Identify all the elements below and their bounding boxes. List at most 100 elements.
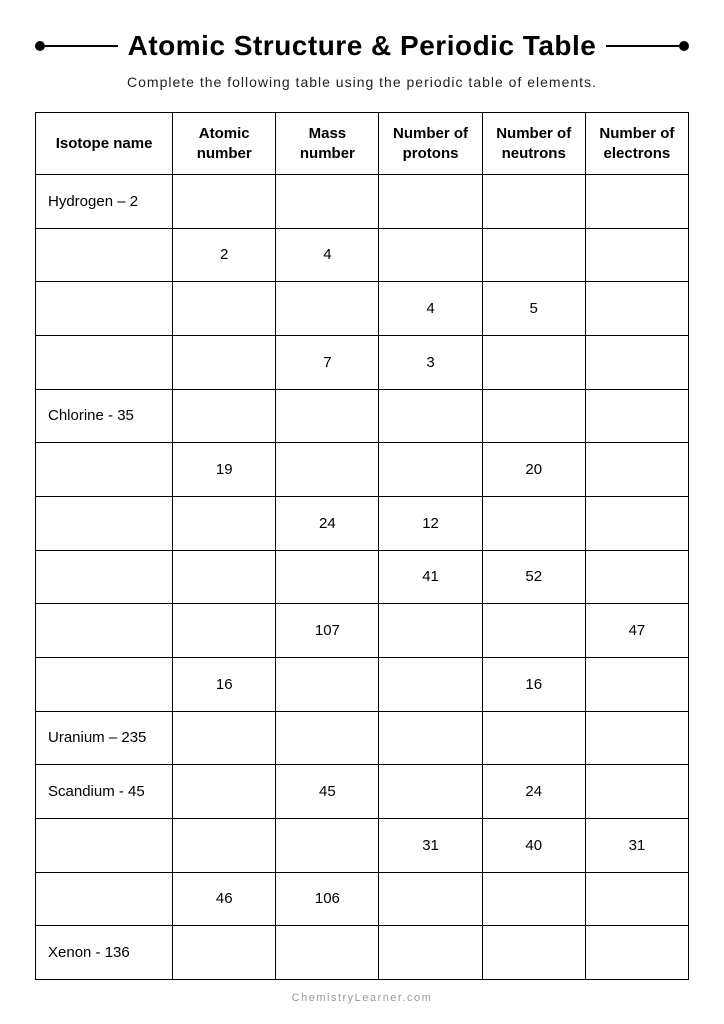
table-cell: 20 [482, 443, 585, 497]
table-cell [379, 389, 482, 443]
table-cell: 4 [276, 228, 379, 282]
table-cell [585, 282, 688, 336]
table-cell [36, 335, 173, 389]
table-cell [36, 443, 173, 497]
table-cell [585, 335, 688, 389]
col-header-neutrons: Number of neutrons [482, 113, 585, 175]
table-cell [276, 926, 379, 980]
table-cell [36, 282, 173, 336]
table-cell [276, 389, 379, 443]
table-cell [276, 711, 379, 765]
table-cell: 16 [482, 657, 585, 711]
table-cell: 52 [482, 550, 585, 604]
table-row: 1616 [36, 657, 689, 711]
table-cell [173, 711, 276, 765]
table-row: 107 47 [36, 604, 689, 658]
table-cell [173, 282, 276, 336]
table-cell: 19 [173, 443, 276, 497]
table-cell [36, 496, 173, 550]
table-cell [585, 496, 688, 550]
table-cell: 3 [379, 335, 482, 389]
table-cell [379, 604, 482, 658]
table-cell [585, 550, 688, 604]
table-cell: 106 [276, 872, 379, 926]
table-cell [482, 496, 585, 550]
table-cell [379, 175, 482, 229]
table-row: Scandium - 454524 [36, 765, 689, 819]
table-cell [585, 175, 688, 229]
table-row: 2412 [36, 496, 689, 550]
col-header-mass-number: Mass number [276, 113, 379, 175]
table-cell [173, 496, 276, 550]
table-cell [585, 443, 688, 497]
footer-credit: ChemistryLearner.com [35, 992, 689, 1004]
table-row: Hydrogen – 2 [36, 175, 689, 229]
col-header-atomic-number: Atomic number [173, 113, 276, 175]
table-cell: 31 [585, 818, 688, 872]
table-row: Chlorine - 35 [36, 389, 689, 443]
table-cell: 2 [173, 228, 276, 282]
table-cell: 16 [173, 657, 276, 711]
table-cell: 12 [379, 496, 482, 550]
table-cell: 41 [379, 550, 482, 604]
table-cell [36, 818, 173, 872]
table-cell [379, 872, 482, 926]
table-cell [173, 175, 276, 229]
table-cell: Uranium – 235 [36, 711, 173, 765]
table-cell: Scandium - 45 [36, 765, 173, 819]
table-cell [173, 604, 276, 658]
table-body: Hydrogen – 2244573Chlorine - 35192024124… [36, 175, 689, 980]
table-row: 1920 [36, 443, 689, 497]
table-cell [36, 657, 173, 711]
table-cell: Xenon - 136 [36, 926, 173, 980]
table-cell [36, 872, 173, 926]
table-cell [173, 389, 276, 443]
table-cell [173, 765, 276, 819]
table-cell [482, 228, 585, 282]
table-row: 45 [36, 282, 689, 336]
table-cell [173, 550, 276, 604]
table-cell [585, 872, 688, 926]
table-cell: 31 [379, 818, 482, 872]
table-row: Xenon - 136 [36, 926, 689, 980]
table-row: Uranium – 235 [36, 711, 689, 765]
table-row: 4152 [36, 550, 689, 604]
table-cell [482, 335, 585, 389]
page-title: Atomic Structure & Periodic Table [128, 30, 597, 62]
table-cell [379, 657, 482, 711]
title-row: Atomic Structure & Periodic Table [35, 30, 689, 62]
col-header-electrons: Number of electrons [585, 113, 688, 175]
table-cell: 40 [482, 818, 585, 872]
dot-icon [679, 41, 689, 51]
table-cell: 5 [482, 282, 585, 336]
table-cell: Chlorine - 35 [36, 389, 173, 443]
subtitle: Complete the following table using the p… [35, 74, 689, 90]
table-cell [585, 765, 688, 819]
table-cell [276, 282, 379, 336]
table-cell [482, 872, 585, 926]
col-header-protons: Number of protons [379, 113, 482, 175]
table-cell: 107 [276, 604, 379, 658]
table-row: 73 [36, 335, 689, 389]
table-row: 46106 [36, 872, 689, 926]
table-cell [379, 926, 482, 980]
table-header-row: Isotope name Atomic number Mass number N… [36, 113, 689, 175]
table-cell [173, 818, 276, 872]
table-cell: 4 [379, 282, 482, 336]
table-cell [379, 765, 482, 819]
table-cell [173, 926, 276, 980]
table-cell [173, 335, 276, 389]
title-decoration-left [35, 41, 118, 51]
table-cell [585, 926, 688, 980]
table-cell: 46 [173, 872, 276, 926]
table-cell [585, 657, 688, 711]
table-cell [482, 604, 585, 658]
table-row: 314031 [36, 818, 689, 872]
table-cell: Hydrogen – 2 [36, 175, 173, 229]
table-cell [585, 228, 688, 282]
table-cell [276, 657, 379, 711]
table-cell [276, 818, 379, 872]
table-cell: 47 [585, 604, 688, 658]
table-cell [379, 711, 482, 765]
table-cell: 45 [276, 765, 379, 819]
